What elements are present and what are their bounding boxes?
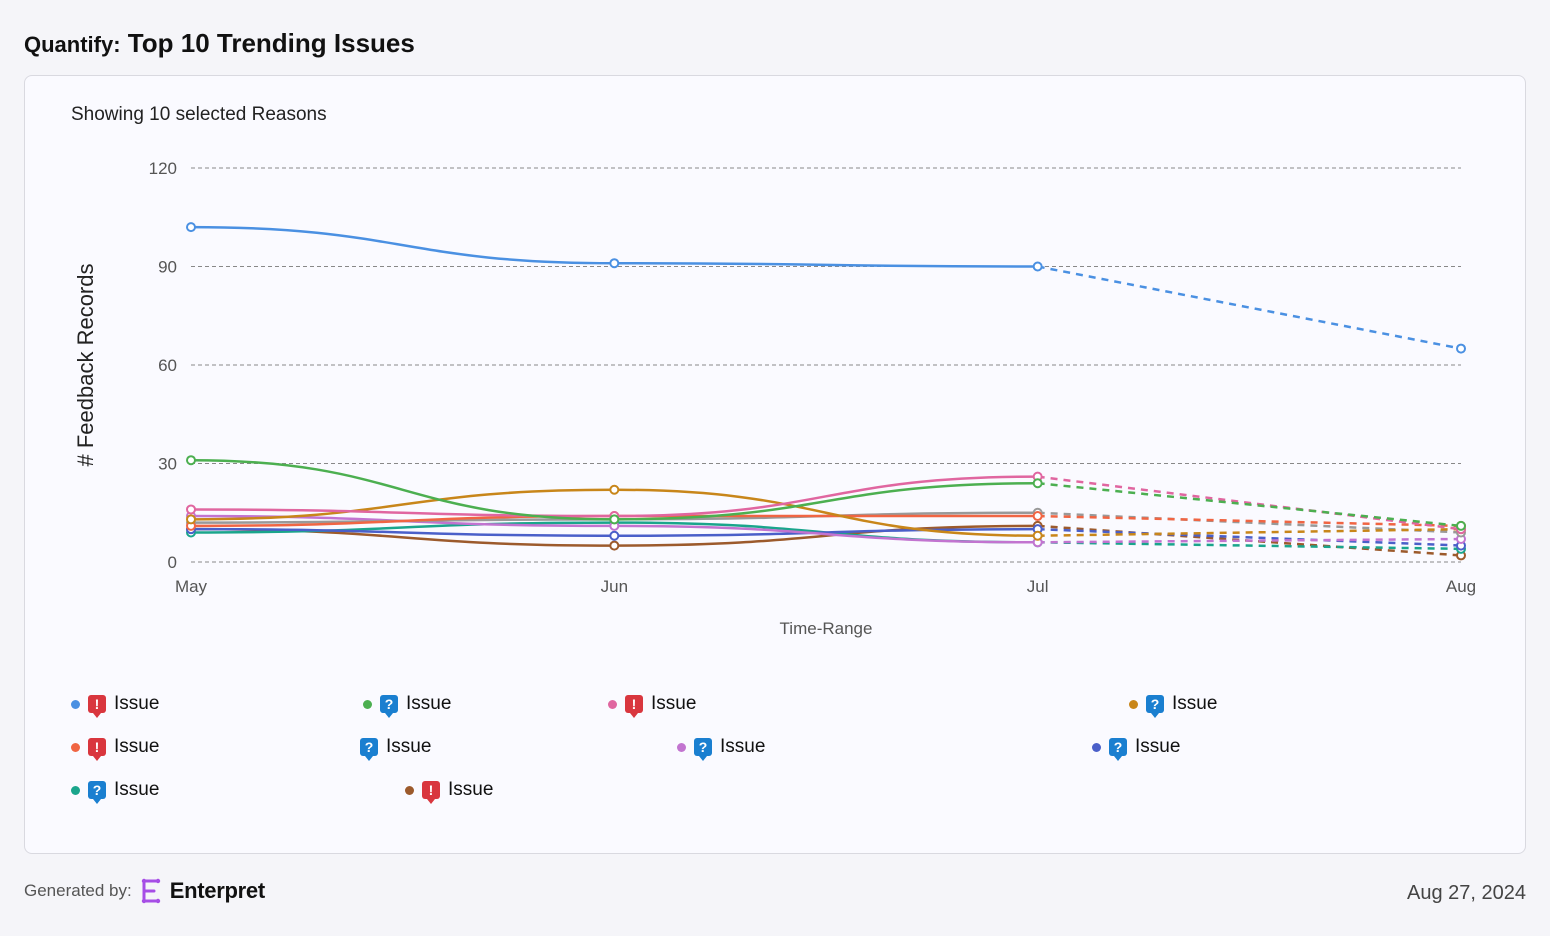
report-date: Aug 27, 2024	[1407, 882, 1526, 904]
data-point	[1456, 343, 1466, 354]
footer-generated-by: Generated by: Enterpret	[24, 878, 265, 904]
legend-label: Issue	[1172, 693, 1218, 714]
x-tick-label: Aug	[1446, 577, 1476, 596]
chart-card: Showing 10 selected Reasons 0 30 60 90 120 Ma…	[24, 75, 1526, 854]
data-point	[609, 540, 620, 551]
legend-label: Issue	[720, 736, 766, 757]
y-tick-label: 120	[149, 159, 177, 178]
y-axis-label: # Feedback Records	[73, 264, 98, 467]
legend-item[interactable]: ! Issue	[405, 779, 494, 804]
legend-color-dot	[71, 699, 80, 709]
series-projection-line	[1037, 537, 1462, 544]
data-point	[1456, 520, 1466, 531]
chart-legend: ! Issue? Issue! Issue? Issue! Issue? Issue? Iss…	[25, 76, 1525, 853]
legend-item[interactable]: ! Issue	[71, 736, 160, 761]
data-point	[609, 530, 620, 541]
question-badge-icon: ?	[694, 738, 712, 761]
legend-label: Issue	[114, 779, 160, 800]
data-point	[1032, 530, 1043, 541]
data-point	[1032, 478, 1043, 489]
series-projection-line	[1037, 541, 1462, 551]
series-projection-line	[1037, 527, 1462, 547]
x-tick-label: Jun	[601, 577, 628, 596]
y-tick-label: 0	[168, 553, 177, 572]
chart-subtitle: Showing 10 selected Reasons	[71, 104, 327, 125]
legend-item[interactable]: ! Issue	[71, 693, 160, 718]
question-badge-icon: ?	[360, 738, 378, 761]
series-projection-line	[1037, 265, 1462, 350]
generated-by-label: Generated by:	[24, 881, 132, 900]
legend-color-dot	[405, 785, 414, 795]
series-projection-line	[1037, 475, 1462, 531]
series-projection-line	[1037, 511, 1462, 534]
legend-label: Issue	[114, 693, 160, 714]
legend-label: Issue	[386, 736, 432, 757]
legend-label: Issue	[651, 693, 697, 714]
y-tick-label: 60	[158, 356, 177, 375]
question-badge-icon: ?	[380, 695, 398, 718]
y-tick-label: 30	[158, 455, 177, 474]
legend-color-dot	[71, 742, 80, 752]
question-badge-icon: ?	[1109, 738, 1127, 761]
data-point	[186, 514, 196, 525]
legend-item[interactable]: ? Issue	[1129, 693, 1218, 718]
data-point	[186, 455, 196, 466]
legend-label: Issue	[1135, 736, 1181, 757]
legend-color-dot	[677, 742, 686, 752]
alert-badge-icon: !	[88, 738, 106, 761]
legend-color-dot	[1129, 699, 1138, 709]
question-badge-icon: ?	[1146, 695, 1164, 718]
legend-color-dot	[1092, 742, 1101, 752]
data-point	[1032, 511, 1043, 522]
enterpret-logo-icon	[141, 878, 160, 904]
legend-label: Issue	[406, 693, 452, 714]
legend-item[interactable]: ? Issue	[363, 693, 452, 718]
alert-badge-icon: !	[625, 695, 643, 718]
legend-item[interactable]: ! Issue	[608, 693, 697, 718]
legend-color-dot	[608, 699, 617, 709]
legend-color-dot	[71, 785, 80, 795]
data-point	[609, 258, 620, 269]
legend-color-dot	[363, 699, 372, 709]
question-badge-icon: ?	[88, 781, 106, 804]
data-point	[609, 514, 620, 525]
series-line	[190, 475, 1038, 518]
data-point	[186, 504, 196, 515]
legend-item[interactable]: ? Issue	[1092, 736, 1181, 761]
legend-item[interactable]: ? Issue	[677, 736, 766, 761]
series-projection-line	[1037, 514, 1462, 528]
alert-badge-icon: !	[422, 781, 440, 804]
legend-item[interactable]: ? Issue	[343, 736, 432, 761]
x-axis-label: Time-Range	[780, 619, 873, 638]
y-tick-label: 90	[158, 258, 177, 277]
x-tick-label: Jul	[1027, 577, 1049, 596]
legend-item[interactable]: ? Issue	[71, 779, 160, 804]
alert-badge-icon: !	[88, 695, 106, 718]
data-point	[609, 484, 620, 495]
data-point	[1032, 261, 1043, 272]
brand-name: Enterpret	[169, 878, 265, 903]
legend-label: Issue	[448, 779, 494, 800]
line-chart: 0 30 60 90 120 May Jun Jul Aug Time-Range # Feedba…	[73, 159, 1476, 638]
x-tick-label: May	[175, 577, 208, 596]
series-projection-line	[1037, 527, 1462, 537]
series-projection-line	[1037, 481, 1462, 528]
page-title: Top 10 Trending Issues	[127, 28, 415, 58]
header-prefix: Quantify:	[24, 32, 121, 57]
page-header: Quantify: Top 10 Trending Issues	[24, 26, 415, 62]
data-point	[186, 222, 196, 233]
legend-label: Issue	[114, 736, 160, 757]
